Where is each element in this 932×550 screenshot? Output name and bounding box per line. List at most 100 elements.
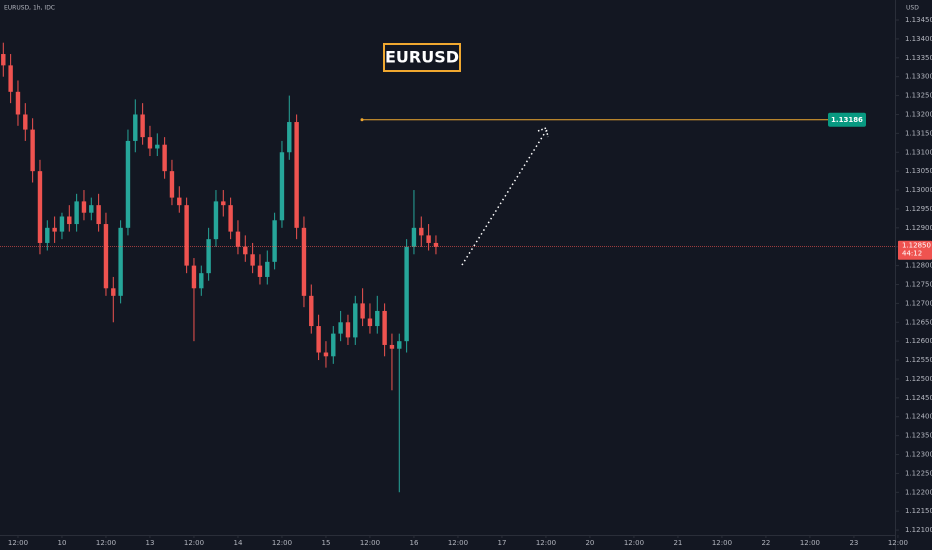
y-tick-label: 1.13100 — [905, 148, 932, 156]
y-tick-label: 1.13200 — [905, 110, 932, 118]
candle-body — [213, 201, 219, 240]
candle-body — [81, 201, 87, 213]
countdown: 44:12 — [902, 250, 922, 258]
x-tick-label: 12:00 — [184, 539, 204, 547]
arrow-head — [537, 126, 549, 138]
candle-body — [360, 303, 365, 319]
candle-body — [309, 295, 314, 327]
candle-body — [15, 91, 21, 115]
candle-body — [140, 114, 145, 138]
candle-body — [206, 239, 211, 274]
candle-body — [133, 114, 138, 141]
x-tick-label: 15 — [321, 539, 330, 547]
x-tick-label: 10 — [58, 539, 67, 547]
y-tick-label: 1.12800 — [905, 262, 932, 270]
candle-body — [228, 205, 233, 232]
candle-body — [250, 254, 255, 266]
candle-body — [1, 54, 6, 66]
y-tick-label: 1.12950 — [905, 205, 932, 213]
y-tick-label: 1.13350 — [905, 54, 932, 62]
y-tick-label: 1.13150 — [905, 129, 932, 137]
x-tick-label: 14 — [233, 539, 242, 547]
candle-body — [338, 322, 343, 334]
y-tick-label: 1.12550 — [905, 356, 932, 364]
y-tick-label: 1.13050 — [905, 167, 932, 175]
last-price-box — [898, 240, 932, 260]
y-tick-label: 1.12100 — [905, 526, 932, 534]
x-tick-label: 12:00 — [536, 539, 556, 547]
x-tick-label: 22 — [761, 539, 770, 547]
y-tick-label: 1.13000 — [905, 186, 932, 194]
candle-body — [30, 129, 35, 172]
level-label-box — [828, 112, 866, 127]
x-tick-label: 12:00 — [800, 539, 820, 547]
y-tick-label: 1.13450 — [905, 16, 932, 24]
level-anchor — [360, 118, 364, 122]
y-tick-label: 1.12600 — [905, 337, 932, 345]
candle-body — [59, 216, 65, 232]
y-tick-label: 1.12250 — [905, 469, 932, 477]
y-tick-label: 1.12200 — [905, 488, 932, 496]
candle-body — [331, 333, 336, 357]
candle-body — [294, 122, 299, 228]
candle-body — [265, 261, 270, 277]
x-tick-label: 16 — [409, 539, 418, 547]
candle-body — [184, 205, 189, 266]
candle-body — [353, 303, 358, 338]
projection-arrow — [461, 130, 547, 266]
candle-body — [323, 352, 329, 357]
x-tick-label: 21 — [673, 539, 682, 547]
candle-body — [272, 220, 277, 262]
candle-body — [177, 197, 182, 206]
y-tick-label: 1.12900 — [905, 224, 932, 232]
candle-body — [433, 242, 439, 247]
x-tick-label: 12:00 — [712, 539, 732, 547]
last-price-label: 1.12850 — [902, 242, 931, 250]
currency: USD — [906, 5, 919, 12]
candle-body — [67, 216, 72, 225]
y-tick-label: 1.12150 — [905, 507, 932, 515]
candle-body — [404, 246, 409, 342]
candle-body — [243, 246, 248, 255]
y-tick-label: 1.12350 — [905, 432, 932, 440]
chart-title: EURUSD — [385, 48, 459, 67]
y-tick-label: 1.12300 — [905, 451, 932, 459]
candle-body — [382, 310, 387, 345]
x-tick-label: 12:00 — [96, 539, 116, 547]
y-tick-label: 1.12650 — [905, 318, 932, 326]
candle-body — [389, 344, 395, 349]
candle-body — [235, 231, 241, 247]
candle-body — [419, 227, 424, 236]
x-tick-label: 13 — [146, 539, 155, 547]
candle-body — [155, 144, 160, 149]
candle-body — [191, 265, 197, 289]
candle-body — [111, 288, 116, 296]
candle-body — [103, 224, 109, 289]
y-tick-label: 1.12450 — [905, 394, 932, 402]
candle-body — [162, 144, 167, 172]
candle-body — [345, 322, 351, 338]
candle-body — [411, 227, 417, 247]
candle-body — [8, 65, 13, 92]
candle-body — [397, 341, 402, 349]
x-tick-label: 12:00 — [888, 539, 908, 547]
candle-body — [426, 235, 431, 243]
candle-body — [169, 171, 175, 198]
title-box — [383, 43, 461, 72]
candle-body — [257, 265, 263, 277]
candle-body — [367, 318, 373, 327]
candle-body — [37, 171, 43, 243]
level-label: 1.13186 — [831, 116, 863, 124]
y-tick-label: 1.13250 — [905, 92, 932, 100]
x-tick-label: 20 — [585, 539, 594, 547]
x-tick-label: 12:00 — [624, 539, 644, 547]
candle-body — [287, 122, 292, 153]
x-tick-label: 17 — [497, 539, 506, 547]
y-tick-label: 1.12500 — [905, 375, 932, 383]
y-tick-label: 1.13300 — [905, 73, 932, 81]
symbol-info: EURUSD, 1h, IDC — [4, 5, 55, 12]
candle-body — [45, 227, 50, 243]
candle-body — [375, 310, 380, 327]
